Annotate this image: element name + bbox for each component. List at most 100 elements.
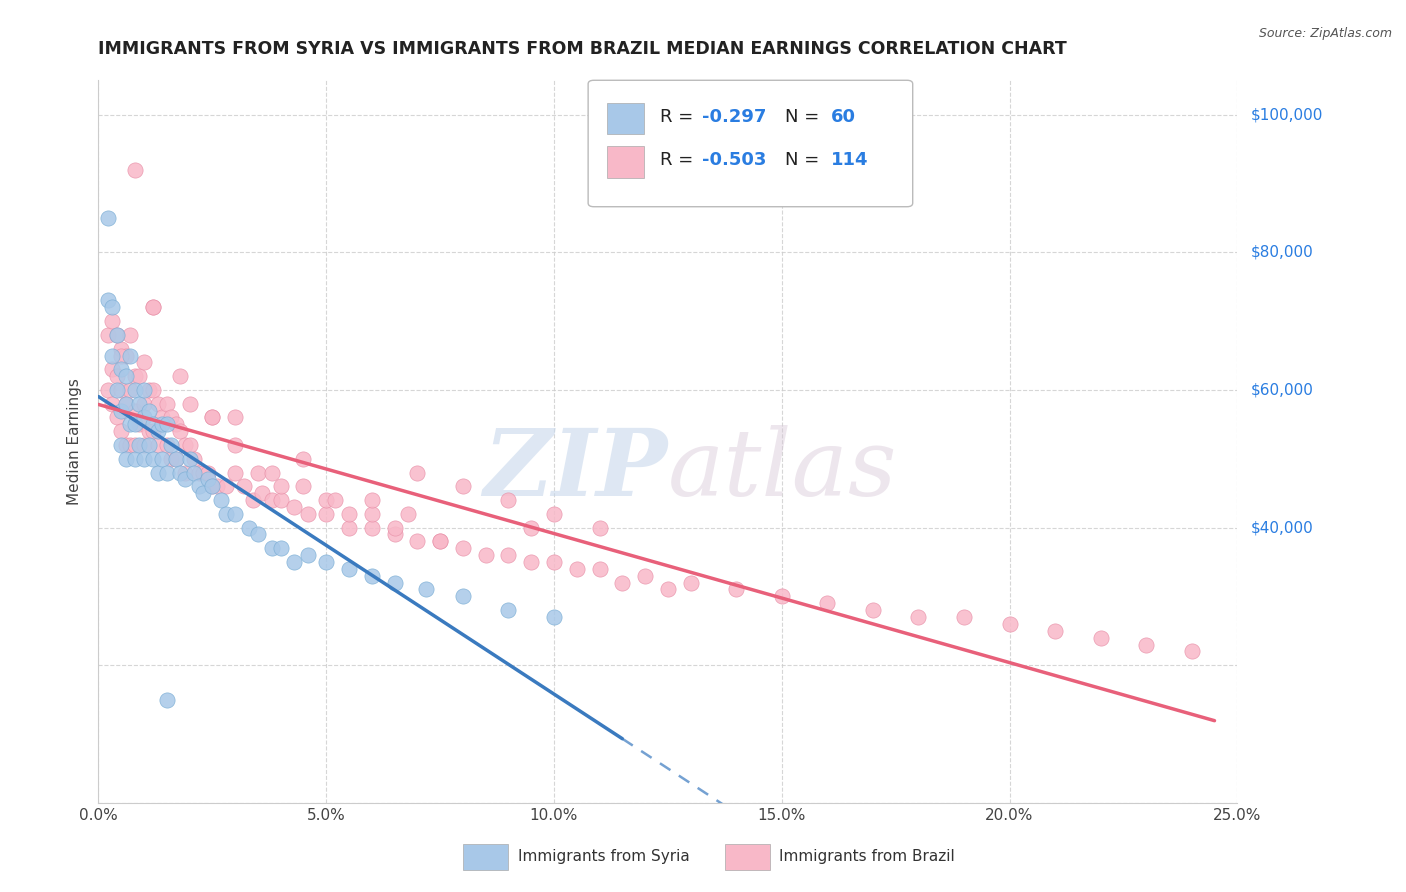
Point (520, 555, 543, 569)
Text: -0.503: -0.503 (702, 152, 766, 169)
Point (543, 555, 565, 569)
Point (132, 397, 155, 411)
Point (124, 417, 146, 432)
Point (124, 383, 146, 397)
Point (150, 451, 173, 466)
Point (142, 383, 165, 397)
Point (105, 327, 128, 342)
Point (142, 451, 165, 466)
Point (179, 397, 201, 411)
Point (187, 466, 209, 480)
Point (124, 451, 146, 466)
Point (132, 410, 155, 425)
Point (174, 466, 197, 480)
Point (953, 610, 976, 624)
Point (142, 424, 165, 438)
Point (101, 349, 124, 363)
Point (543, 610, 565, 624)
Point (323, 493, 346, 508)
Point (474, 548, 496, 562)
Point (128, 369, 150, 384)
FancyBboxPatch shape (607, 146, 644, 178)
Point (201, 410, 224, 425)
Point (270, 479, 292, 493)
Point (862, 603, 884, 617)
Point (156, 438, 179, 452)
Text: IMMIGRANTS FROM SYRIA VS IMMIGRANTS FROM BRAZIL MEDIAN EARNINGS CORRELATION CHAR: IMMIGRANTS FROM SYRIA VS IMMIGRANTS FROM… (98, 40, 1067, 58)
Point (142, 301, 165, 315)
Point (498, 548, 520, 562)
Point (138, 424, 160, 438)
Point (770, 590, 793, 604)
Point (120, 383, 142, 397)
Point (588, 520, 610, 534)
Text: Immigrants from Syria: Immigrants from Syria (517, 849, 689, 864)
Point (224, 507, 246, 521)
FancyBboxPatch shape (725, 844, 770, 870)
Point (252, 486, 274, 500)
Point (105, 383, 128, 397)
Point (292, 451, 315, 466)
Point (1135, 638, 1157, 652)
Point (337, 507, 360, 521)
Point (451, 590, 474, 604)
Point (315, 507, 337, 521)
Point (114, 451, 136, 466)
Point (146, 424, 169, 438)
Point (315, 493, 337, 508)
Point (156, 417, 179, 432)
Point (179, 451, 201, 466)
Point (146, 466, 169, 480)
Point (105, 410, 128, 425)
Text: atlas: atlas (668, 425, 897, 516)
Point (657, 582, 679, 597)
Y-axis label: Median Earnings: Median Earnings (67, 378, 83, 505)
Text: -0.297: -0.297 (702, 108, 766, 126)
Point (156, 397, 179, 411)
Text: 60: 60 (831, 108, 856, 126)
Point (160, 438, 183, 452)
Point (114, 397, 136, 411)
Point (101, 314, 124, 328)
Point (174, 438, 197, 452)
Point (907, 610, 929, 624)
Point (238, 520, 260, 534)
Point (165, 451, 187, 466)
Point (146, 438, 169, 452)
Point (138, 383, 160, 397)
Point (128, 438, 150, 452)
Point (132, 438, 155, 452)
Point (205, 479, 228, 493)
Point (114, 438, 136, 452)
Point (429, 534, 451, 549)
Point (406, 466, 429, 480)
Point (169, 466, 191, 480)
Point (114, 369, 136, 384)
Point (174, 472, 197, 486)
Point (498, 603, 520, 617)
Point (110, 403, 132, 417)
Point (679, 575, 702, 590)
Point (588, 562, 610, 576)
Point (96, 293, 118, 308)
Point (96, 383, 118, 397)
Text: $100,000: $100,000 (1251, 107, 1323, 122)
Point (101, 362, 124, 376)
Point (110, 424, 132, 438)
Text: 114: 114 (831, 152, 869, 169)
Point (96, 211, 118, 225)
Point (315, 555, 337, 569)
Text: ZIP: ZIP (484, 425, 668, 516)
FancyBboxPatch shape (607, 103, 644, 134)
Point (138, 438, 160, 452)
Point (1090, 631, 1112, 645)
Point (520, 520, 543, 534)
Text: R =: R = (659, 108, 699, 126)
Point (105, 369, 128, 384)
Point (183, 466, 205, 480)
Point (360, 520, 382, 534)
Point (451, 479, 474, 493)
Point (815, 596, 838, 610)
Point (451, 541, 474, 556)
Point (612, 575, 634, 590)
